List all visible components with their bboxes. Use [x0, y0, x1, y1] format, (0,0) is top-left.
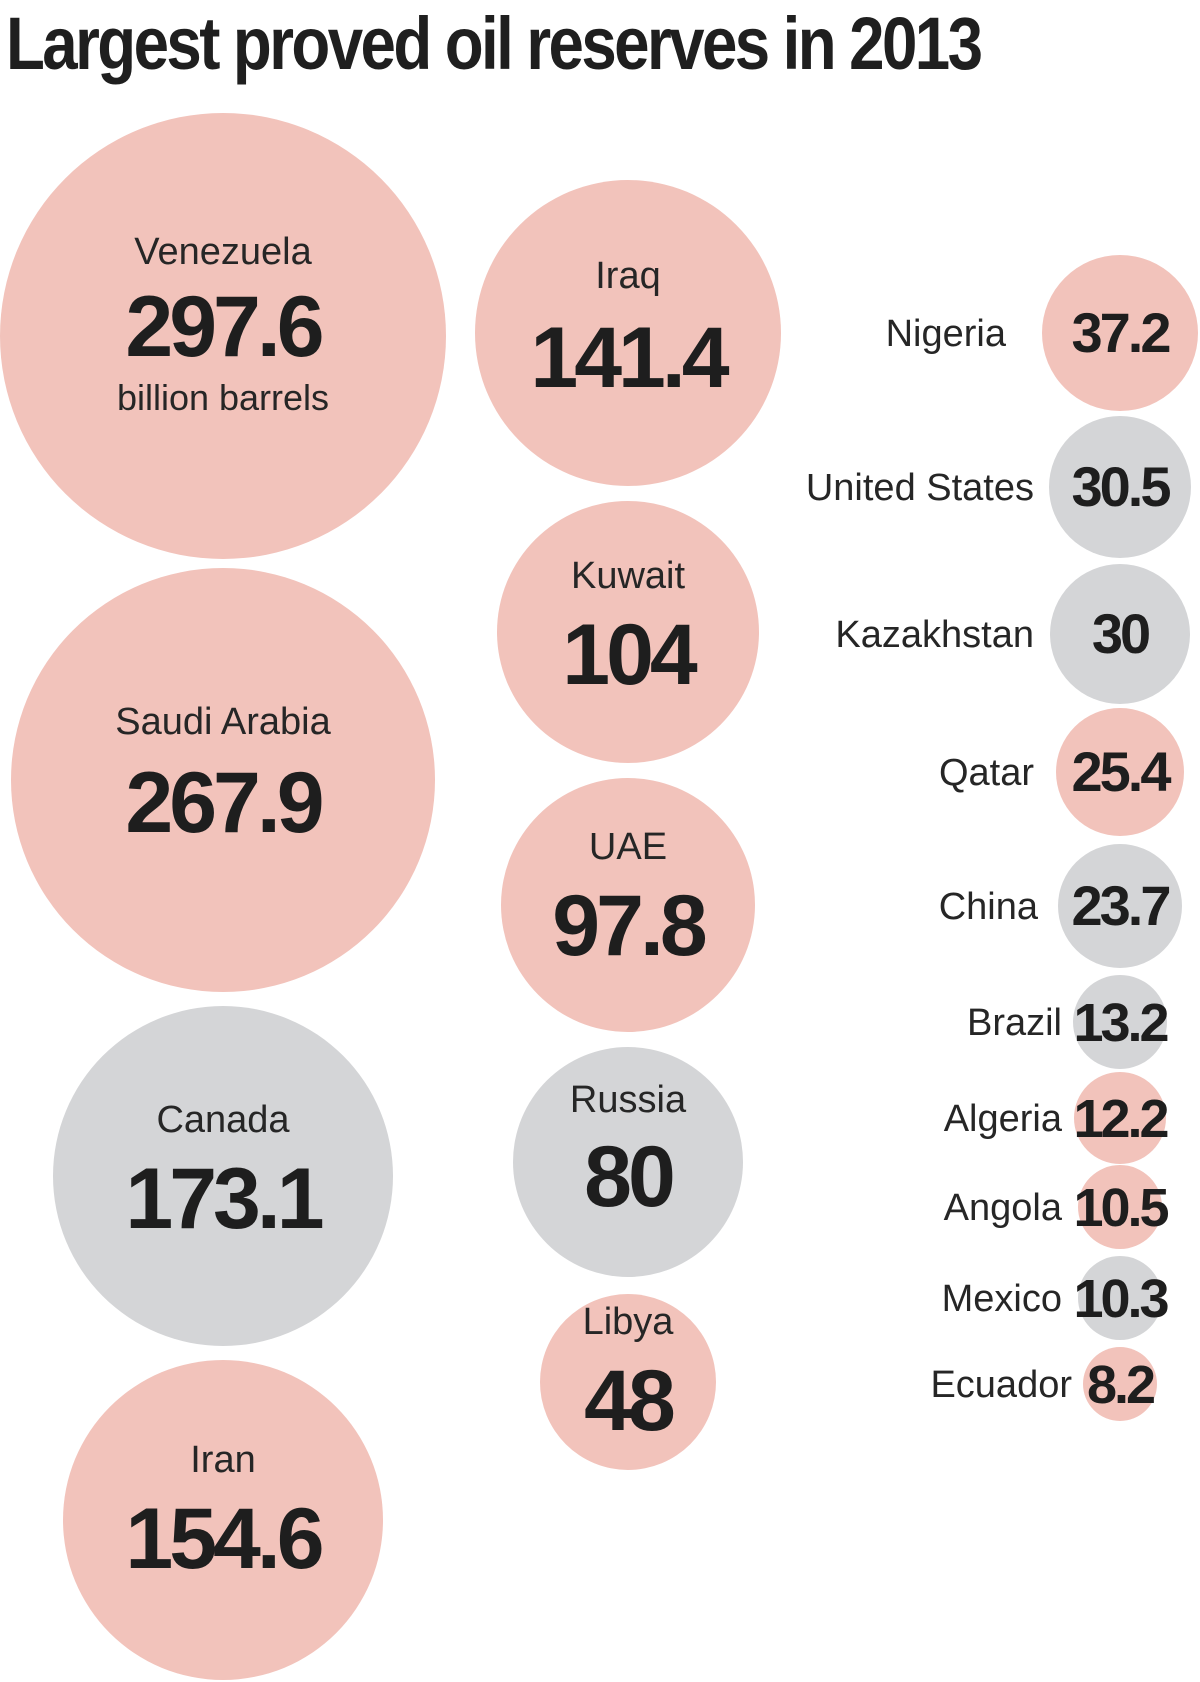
bubble-russia: Russia 80: [513, 1047, 743, 1277]
value-label-kazakhstan: 30: [1092, 602, 1149, 665]
value-label-ecuador: 8.2: [1087, 1355, 1154, 1415]
bubble-mexico: Mexico 10.3: [942, 1256, 1172, 1340]
country-label-united-states: United States: [806, 467, 1034, 509]
country-label-venezuela: Venezuela: [134, 231, 312, 273]
value-label-brazil: 13.2: [1073, 993, 1167, 1053]
value-label-iraq: 141.4: [530, 310, 729, 406]
bubble-circle-kuwait: [497, 501, 759, 763]
country-label-ecuador: Ecuador: [930, 1364, 1072, 1406]
bubble-circle-united-states: [1049, 416, 1191, 558]
bubble-brazil: Brazil 13.2: [967, 975, 1171, 1069]
bubble-algeria: Algeria 12.2: [944, 1072, 1171, 1164]
bubble-circle-ecuador: [1083, 1347, 1157, 1421]
bubble-circle-iraq: [475, 180, 781, 486]
bubble-qatar: Qatar 25.4: [939, 708, 1184, 836]
country-label-china: China: [939, 886, 1039, 928]
bubble-circle-uae: [501, 778, 755, 1032]
bubble-circle-libya: [540, 1294, 716, 1470]
unit-note: billion barrels: [117, 377, 329, 418]
bubble-uae: UAE 97.8: [501, 778, 755, 1032]
value-label-iran: 154.6: [125, 1491, 321, 1587]
country-label-russia: Russia: [570, 1079, 687, 1121]
country-label-uae: UAE: [589, 826, 667, 868]
bubble-circle-qatar: [1056, 708, 1184, 836]
bubble-circle-venezuela: [0, 113, 446, 559]
bubble-kuwait: Kuwait 104: [497, 501, 759, 763]
value-label-libya: 48: [584, 1353, 674, 1449]
country-label-angola: Angola: [944, 1187, 1063, 1229]
country-label-iraq: Iraq: [595, 255, 660, 297]
value-label-nigeria: 37.2: [1072, 301, 1170, 364]
country-label-mexico: Mexico: [942, 1278, 1062, 1320]
country-label-kuwait: Kuwait: [571, 555, 685, 597]
value-label-uae: 97.8: [552, 878, 706, 974]
bubble-circle-nigeria: [1042, 255, 1198, 411]
bubble-kazakhstan: Kazakhstan 30: [835, 564, 1190, 704]
bubble-iraq: Iraq 141.4: [475, 180, 781, 486]
bubble-angola: Angola 10.5: [944, 1165, 1172, 1249]
bubble-china: China 23.7: [939, 844, 1182, 968]
value-label-china: 23.7: [1072, 874, 1170, 937]
value-label-united-states: 30.5: [1072, 455, 1171, 518]
bubble-libya: Libya 48: [540, 1294, 716, 1470]
value-label-canada: 173.1: [125, 1151, 322, 1247]
country-label-nigeria: Nigeria: [886, 313, 1007, 355]
country-label-brazil: Brazil: [967, 1002, 1062, 1044]
bubble-circle-kazakhstan: [1050, 564, 1190, 704]
value-label-saudi-arabia: 267.9: [125, 755, 321, 851]
country-label-iran: Iran: [190, 1439, 255, 1481]
bubble-saudi-arabia: Saudi Arabia 267.9: [11, 568, 435, 992]
value-label-venezuela: 297.6: [125, 279, 321, 375]
country-label-qatar: Qatar: [939, 752, 1034, 794]
bubble-ecuador: Ecuador 8.2: [930, 1347, 1157, 1421]
value-label-mexico: 10.3: [1073, 1269, 1168, 1329]
value-label-algeria: 12.2: [1073, 1089, 1167, 1149]
bubble-nigeria: Nigeria 37.2: [886, 255, 1198, 411]
country-label-saudi-arabia: Saudi Arabia: [115, 701, 331, 743]
bubble-circle-russia: [513, 1047, 743, 1277]
bubble-circle-canada: [53, 1006, 393, 1346]
country-label-canada: Canada: [156, 1099, 290, 1141]
value-label-qatar: 25.4: [1072, 740, 1172, 803]
value-label-angola: 10.5: [1073, 1178, 1168, 1238]
country-label-kazakhstan: Kazakhstan: [835, 614, 1034, 656]
bubble-circle-saudi-arabia: [11, 568, 435, 992]
bubble-circle-china: [1058, 844, 1182, 968]
country-label-algeria: Algeria: [944, 1098, 1063, 1140]
chart-title: Largest proved oil reserves in 2013: [6, 2, 983, 85]
bubble-circle-mexico: [1078, 1256, 1162, 1340]
bubble-circle-angola: [1078, 1165, 1162, 1249]
bubble-circle-iran: [63, 1360, 383, 1680]
bubble-united-states: United States 30.5: [806, 416, 1191, 558]
bubble-circle-brazil: [1073, 975, 1167, 1069]
bubble-iran: Iran 154.6: [63, 1360, 383, 1680]
country-label-libya: Libya: [583, 1301, 675, 1343]
bubble-canada: Canada 173.1: [53, 1006, 393, 1346]
value-label-russia: 80: [584, 1129, 673, 1225]
bubble-circle-algeria: [1074, 1072, 1166, 1164]
value-label-kuwait: 104: [562, 607, 698, 703]
